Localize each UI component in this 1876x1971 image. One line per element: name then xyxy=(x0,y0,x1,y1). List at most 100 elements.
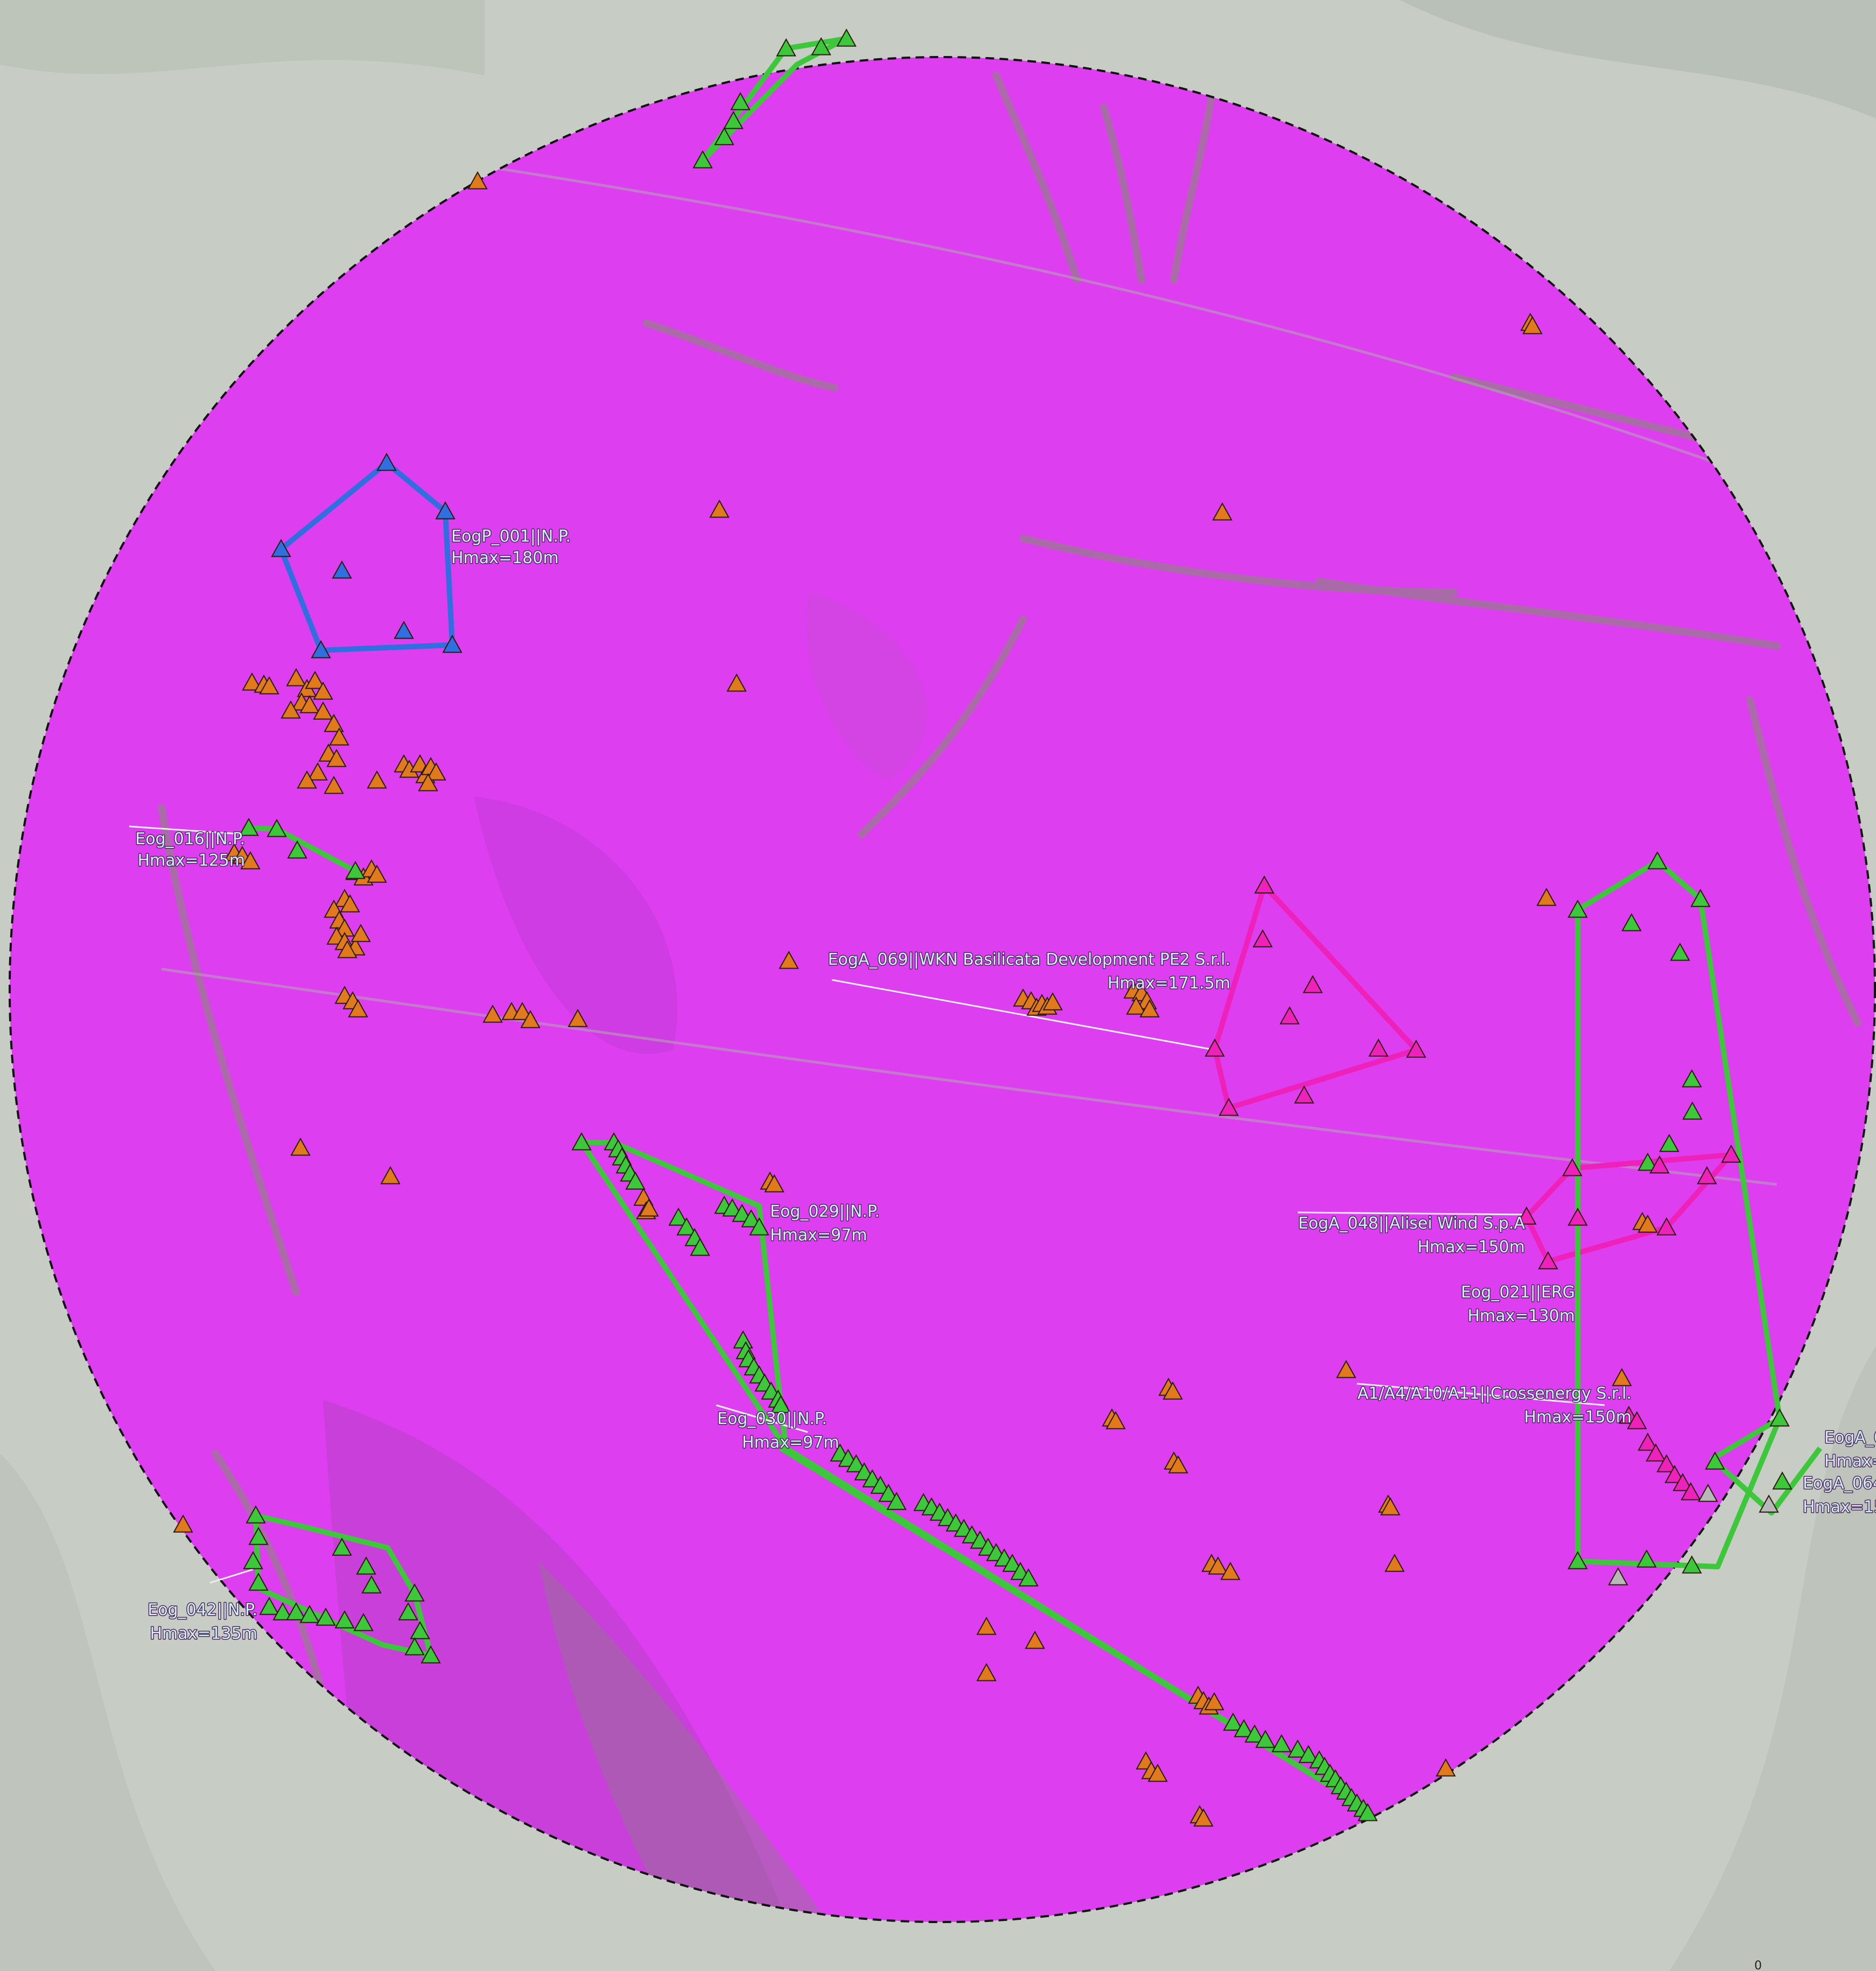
green-cluster-marker[interactable] xyxy=(776,38,796,57)
turbine-existing-marker[interactable] xyxy=(1139,999,1160,1018)
green-cluster-marker[interactable] xyxy=(259,1596,279,1615)
green-cluster-marker[interactable] xyxy=(1705,1451,1725,1470)
green-cluster-marker[interactable] xyxy=(668,1207,689,1226)
magenta-cluster-marker[interactable] xyxy=(1562,1158,1583,1176)
green-cluster-marker[interactable] xyxy=(345,860,366,879)
turbine-existing-marker[interactable] xyxy=(426,762,446,781)
turbine-existing-marker[interactable] xyxy=(297,770,317,789)
green-cluster-marker[interactable] xyxy=(267,818,287,837)
grey-turbine-marker[interactable] xyxy=(1608,1567,1628,1586)
magenta-cluster-marker[interactable] xyxy=(1205,1038,1225,1057)
green-cluster-marker[interactable] xyxy=(1682,1555,1702,1574)
turbine-existing-marker[interactable] xyxy=(1147,1763,1168,1782)
green-cluster-marker[interactable] xyxy=(246,1505,266,1524)
green-cluster-marker[interactable] xyxy=(1637,1152,1658,1171)
turbine-existing-marker[interactable] xyxy=(520,1009,541,1028)
green-cluster-marker[interactable] xyxy=(1234,1719,1254,1737)
green-cluster-marker[interactable] xyxy=(243,1551,263,1569)
green-cluster-marker[interactable] xyxy=(1298,1744,1319,1763)
turbine-existing-marker[interactable] xyxy=(1220,1561,1241,1580)
turbine-existing-marker[interactable] xyxy=(1536,887,1557,906)
blue-cluster-marker[interactable] xyxy=(394,620,414,639)
turbine-existing-marker[interactable] xyxy=(1436,1758,1456,1777)
turbine-existing-marker[interactable] xyxy=(1612,1367,1632,1386)
magenta-cluster-marker[interactable] xyxy=(1649,1155,1670,1174)
green-cluster-marker[interactable] xyxy=(771,1394,791,1413)
turbine-existing-marker[interactable] xyxy=(305,670,325,689)
magenta-cluster-marker[interactable] xyxy=(1252,929,1273,948)
green-cluster-marker[interactable] xyxy=(1271,1734,1292,1752)
turbine-existing-marker[interactable] xyxy=(1380,1497,1401,1516)
green-cluster-marker[interactable] xyxy=(1223,1712,1243,1731)
green-cluster-marker[interactable] xyxy=(1659,1133,1679,1152)
turbine-existing-marker[interactable] xyxy=(976,1663,997,1681)
green-cluster-marker[interactable] xyxy=(811,37,831,55)
grey-turbine-marker[interactable] xyxy=(1759,1494,1779,1513)
turbine-existing-marker[interactable] xyxy=(764,1174,785,1193)
green-cluster-marker[interactable] xyxy=(1255,1729,1276,1748)
blue-cluster-marker[interactable] xyxy=(332,560,352,579)
turbine-existing-marker[interactable] xyxy=(482,1004,503,1023)
magenta-cluster-marker[interactable] xyxy=(1681,1482,1701,1500)
green-cluster-marker[interactable] xyxy=(361,1575,382,1594)
turbine-existing-marker[interactable] xyxy=(512,1001,533,1020)
green-cluster-marker[interactable] xyxy=(676,1217,697,1236)
turbine-existing-marker[interactable] xyxy=(1168,1455,1188,1474)
green-cluster-marker[interactable] xyxy=(1567,1551,1588,1569)
green-cluster-marker[interactable] xyxy=(332,1537,352,1556)
turbine-existing-marker[interactable] xyxy=(1105,1411,1126,1429)
green-cluster-marker[interactable] xyxy=(730,92,751,110)
magenta-cluster-marker[interactable] xyxy=(1646,1443,1666,1462)
turbine-existing-marker[interactable] xyxy=(240,851,261,869)
blue-cluster-marker[interactable] xyxy=(376,452,397,471)
green-cluster-marker[interactable] xyxy=(239,817,259,836)
green-cluster-marker[interactable] xyxy=(1772,1471,1793,1490)
turbine-existing-marker[interactable] xyxy=(1204,1692,1224,1710)
green-cluster-marker[interactable] xyxy=(690,1237,710,1256)
green-cluster-marker[interactable] xyxy=(722,1198,743,1217)
blue-cluster-marker[interactable] xyxy=(435,501,456,520)
turbine-existing-marker[interactable] xyxy=(568,1008,588,1027)
turbine-existing-marker[interactable] xyxy=(313,701,333,720)
blue-cluster-marker[interactable] xyxy=(271,538,291,557)
green-cluster-marker[interactable] xyxy=(1682,1101,1703,1120)
turbine-existing-marker[interactable] xyxy=(1384,1553,1405,1572)
turbine-existing-marker[interactable] xyxy=(307,762,328,781)
green-cluster-marker[interactable] xyxy=(1682,1069,1702,1088)
turbine-existing-marker[interactable] xyxy=(1208,1556,1228,1575)
green-cluster-marker[interactable] xyxy=(870,1475,891,1494)
green-cluster-marker[interactable] xyxy=(1567,899,1588,918)
magenta-cluster-marker[interactable] xyxy=(1672,1472,1693,1491)
green-cluster-marker[interactable] xyxy=(625,1171,646,1190)
green-cluster-marker[interactable] xyxy=(248,1526,269,1545)
turbine-existing-marker[interactable] xyxy=(1522,315,1543,334)
green-cluster-marker[interactable] xyxy=(749,1217,769,1236)
green-cluster-marker[interactable] xyxy=(732,1203,752,1222)
magenta-cluster-marker[interactable] xyxy=(1627,1411,1647,1429)
green-cluster-marker[interactable] xyxy=(286,1602,306,1621)
green-cluster-marker[interactable] xyxy=(1769,1408,1790,1427)
green-cluster-marker[interactable] xyxy=(1647,851,1668,869)
magenta-cluster-marker[interactable] xyxy=(1656,1217,1677,1236)
turbine-existing-marker[interactable] xyxy=(281,700,301,719)
green-cluster-marker[interactable] xyxy=(1690,888,1711,907)
green-cluster-marker[interactable] xyxy=(398,1602,418,1621)
green-cluster-marker[interactable] xyxy=(272,1602,293,1621)
grey-turbine-marker[interactable] xyxy=(1698,1483,1718,1502)
magenta-cluster-marker[interactable] xyxy=(1303,974,1323,993)
green-cluster-marker[interactable] xyxy=(692,150,713,169)
turbine-existing-marker[interactable] xyxy=(367,864,387,883)
magenta-cluster-marker[interactable] xyxy=(1219,1097,1239,1116)
turbine-existing-marker[interactable] xyxy=(1025,1630,1045,1649)
green-cluster-marker[interactable] xyxy=(836,28,857,47)
turbine-existing-marker[interactable] xyxy=(467,171,488,190)
turbine-existing-marker[interactable] xyxy=(1212,502,1233,521)
turbine-existing-marker[interactable] xyxy=(380,1166,401,1184)
magenta-cluster-marker[interactable] xyxy=(1656,1454,1677,1472)
green-cluster-marker[interactable] xyxy=(1670,942,1690,961)
green-cluster-marker[interactable] xyxy=(723,110,744,129)
green-cluster-marker[interactable] xyxy=(248,1572,269,1591)
green-cluster-marker[interactable] xyxy=(1018,1568,1039,1587)
green-cluster-marker[interactable] xyxy=(287,840,307,859)
